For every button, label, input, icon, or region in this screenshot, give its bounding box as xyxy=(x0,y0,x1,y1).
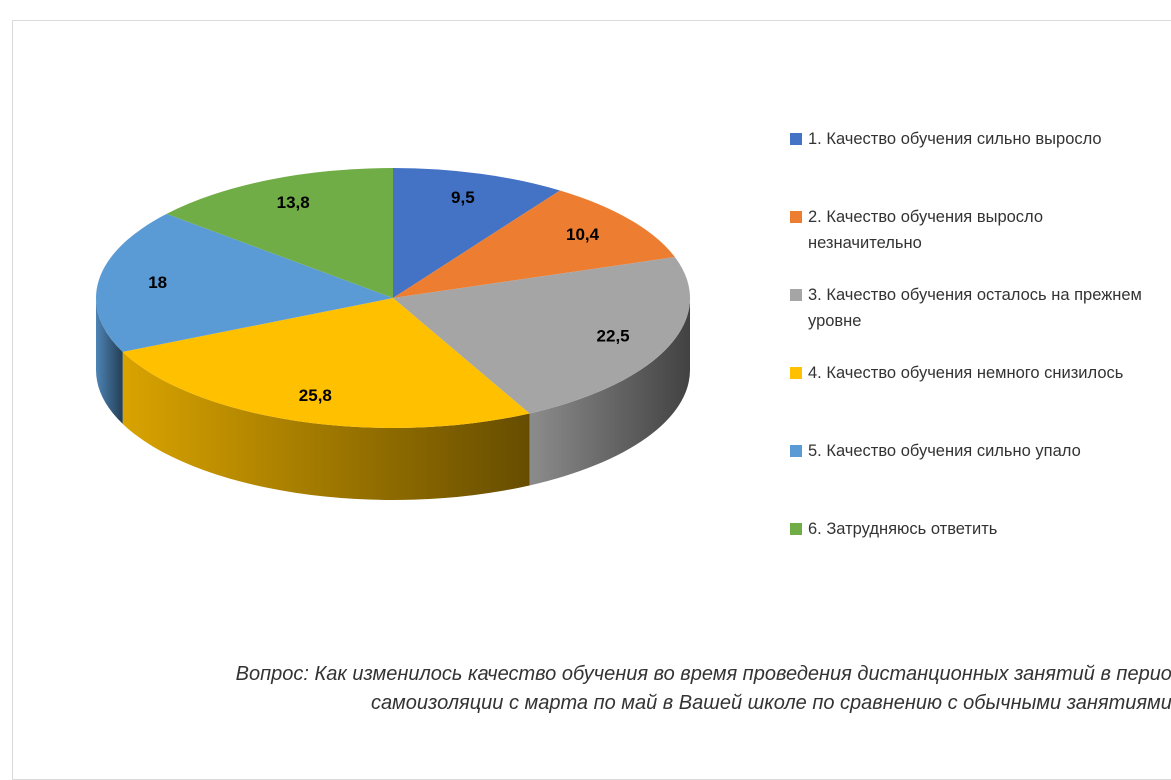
legend-label: 5. Качество обучения сильно упало xyxy=(808,442,1081,460)
legend-swatch xyxy=(790,523,802,535)
legend: 1. Качество обучения сильно выросло 2. Ка… xyxy=(788,126,1158,594)
legend-label: 1. Качество обучения сильно выросло xyxy=(808,130,1102,148)
data-label: 10,4 xyxy=(566,225,600,244)
slice xyxy=(393,168,560,298)
legend-item: 1. Качество обучения сильно выросло xyxy=(788,126,1153,204)
slice xyxy=(122,298,530,428)
slice xyxy=(166,168,393,298)
legend-label: 4. Качество обучения немного снизилось xyxy=(808,364,1124,382)
slice-side xyxy=(529,298,690,486)
legend-item: 6. Затрудняюсь ответить xyxy=(788,516,1153,594)
slice xyxy=(96,213,393,352)
legend-swatch xyxy=(790,367,802,379)
caption: Вопрос: Как изменилось качество обучения… xyxy=(235,663,1171,714)
legend-swatch xyxy=(790,445,802,457)
legend-label: 2. Качество обучения выросло незначитель… xyxy=(808,208,1044,252)
slice xyxy=(393,190,675,298)
data-label: 13,8 xyxy=(277,193,310,212)
slice-side xyxy=(122,351,530,500)
legend-item: 2. Качество обучения выросло незначитель… xyxy=(788,204,1153,282)
data-label: 9,5 xyxy=(451,188,475,207)
data-label: 25,8 xyxy=(299,386,332,405)
legend-swatch xyxy=(790,133,802,145)
slice-side xyxy=(96,298,123,424)
legend-swatch xyxy=(790,289,802,301)
legend-swatch xyxy=(790,211,802,223)
legend-item: 5. Качество обучения сильно упало xyxy=(788,438,1153,516)
data-label: 18 xyxy=(148,273,167,292)
legend-label: 6. Затрудняюсь ответить xyxy=(808,520,998,538)
data-label: 22,5 xyxy=(597,327,630,346)
legend-label: 3. Качество обучения осталось на прежнем… xyxy=(808,286,1142,330)
slice xyxy=(393,257,690,414)
legend-item: 3. Качество обучения осталось на прежнем… xyxy=(788,282,1153,360)
legend-item: 4. Качество обучения немного снизилось xyxy=(788,360,1153,438)
